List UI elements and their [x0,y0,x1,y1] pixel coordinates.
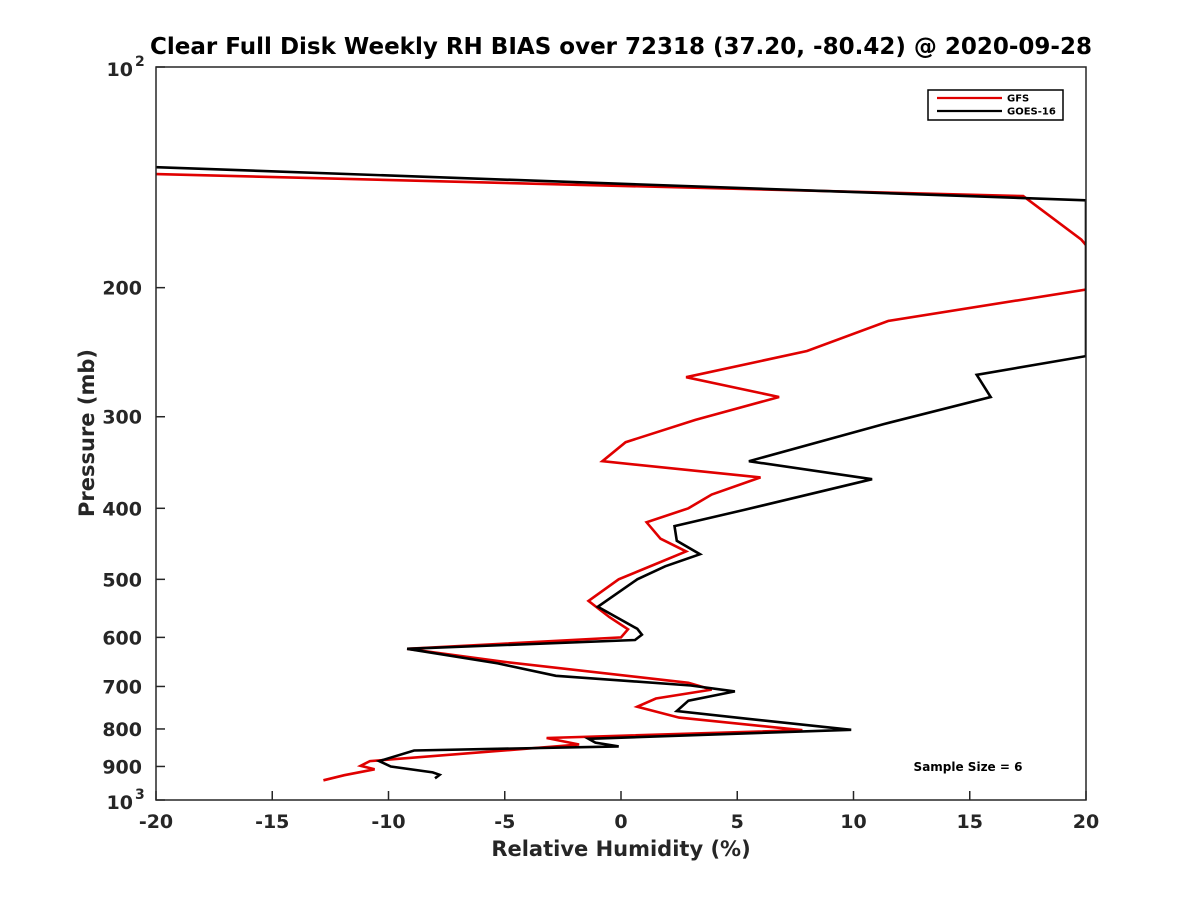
y-tick-exponent: 3 [135,787,145,803]
y-tick-label: 700 [102,676,142,698]
x-tick-label: 10 [840,811,866,833]
y-tick-label: 300 [102,407,142,429]
series-line-gfs [156,172,1086,782]
y-tick-label: 500 [102,569,142,591]
chart-title: Clear Full Disk Weekly RH BIAS over 7231… [150,34,1092,60]
y-tick-label: 400 [102,498,142,520]
x-tick-label: 5 [731,811,744,833]
y-tick-label: 10 [107,792,133,814]
series-layer [156,165,1086,782]
x-tick-label: 0 [614,811,627,833]
y-tick-label: 200 [102,278,142,300]
x-tick-label: -15 [255,811,289,833]
x-tick-label: -10 [371,811,405,833]
x-tick-label: -5 [494,811,515,833]
x-axis-label: Relative Humidity (%) [491,837,750,861]
y-axis-label: Pressure (mb) [75,349,99,517]
y-tick-label: 600 [102,627,142,649]
legend-label-goes-16: GOES-16 [1007,107,1056,118]
x-tick-label: 15 [957,811,983,833]
legend-box [927,89,1064,121]
x-tick-label: 20 [1073,811,1099,833]
legend: GFS GOES-16 [927,89,1064,121]
y-tick-label: 10 [107,59,133,81]
sample-size-annotation: Sample Size = 6 [914,760,1023,774]
y-tick-label: 900 [102,756,142,778]
x-tick-label: -20 [139,811,173,833]
series-line-goes-16 [156,165,1086,780]
y-tick-exponent: 2 [135,54,145,70]
y-tick-label: 800 [102,719,142,741]
legend-label-gfs: GFS [1007,94,1029,105]
